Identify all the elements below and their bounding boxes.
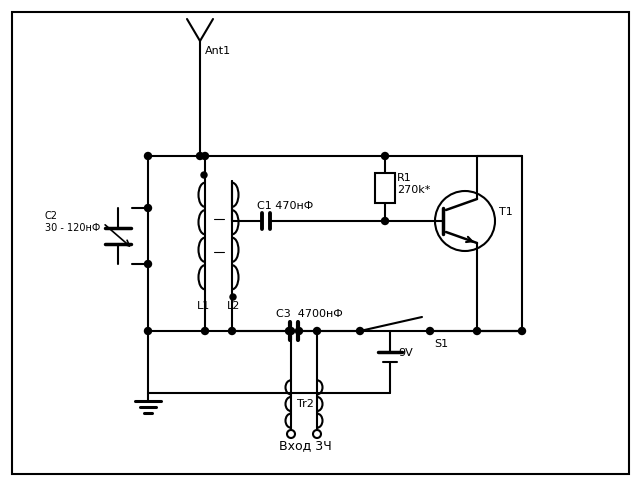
Text: C2
30 - 120нФ: C2 30 - 120нФ [45,211,100,233]
Circle shape [285,328,292,334]
Circle shape [474,328,481,334]
Circle shape [144,260,151,267]
Text: C1 470нФ: C1 470нФ [257,201,313,211]
Text: Вход 3Ч: Вход 3Ч [279,439,331,452]
Circle shape [381,218,388,225]
Circle shape [144,205,151,211]
Circle shape [201,172,207,178]
Circle shape [201,328,208,334]
Text: S1: S1 [434,339,448,349]
Circle shape [201,153,208,159]
Text: 9V: 9V [398,347,413,358]
Circle shape [230,294,236,300]
Circle shape [381,153,388,159]
Circle shape [519,328,526,334]
Text: C3  4700нФ: C3 4700нФ [276,309,343,319]
Circle shape [288,328,294,334]
Circle shape [296,328,303,334]
Text: R1
270k*: R1 270k* [397,173,430,195]
Circle shape [356,328,363,334]
Circle shape [228,328,235,334]
Text: L2: L2 [228,301,240,311]
Circle shape [426,328,433,334]
Text: L1: L1 [196,301,210,311]
Circle shape [313,328,320,334]
Circle shape [144,153,151,159]
Bar [375,173,395,203]
Circle shape [197,153,203,159]
Text: Ant1: Ant1 [205,46,231,56]
Text: Tr2: Tr2 [297,399,313,409]
Text: T1: T1 [499,207,513,217]
Circle shape [144,328,151,334]
